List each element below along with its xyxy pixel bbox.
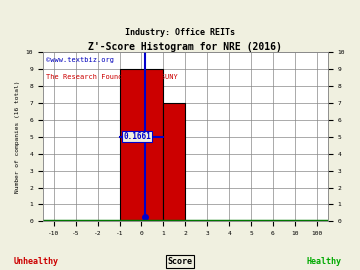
Text: ©www.textbiz.org: ©www.textbiz.org [46, 57, 114, 63]
Bar [163, 103, 185, 221]
Text: Industry: Office REITs: Industry: Office REITs [125, 28, 235, 37]
Text: 0.1661: 0.1661 [123, 132, 151, 141]
Text: Healthy: Healthy [306, 257, 342, 266]
Text: Score: Score [167, 257, 193, 266]
Text: Unhealthy: Unhealthy [14, 257, 58, 266]
Y-axis label: Number of companies (16 total): Number of companies (16 total) [15, 80, 20, 193]
Title: Z'-Score Histogram for NRE (2016): Z'-Score Histogram for NRE (2016) [88, 42, 282, 52]
Bar [120, 69, 163, 221]
Text: The Research Foundation of SUNY: The Research Foundation of SUNY [46, 74, 177, 80]
